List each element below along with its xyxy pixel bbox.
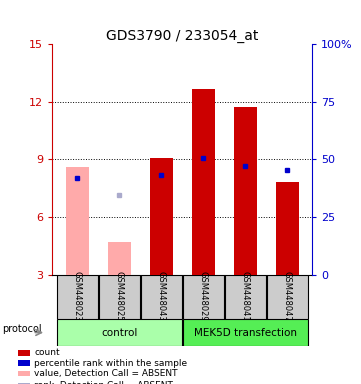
Bar (234, 106, 257, 275)
Bar (18, 382, 30, 384)
Bar (150, 158, 173, 275)
Title: GDS3790 / 233054_at: GDS3790 / 233054_at (106, 29, 258, 43)
Text: MEK5D transfection: MEK5D transfection (194, 328, 297, 338)
Bar (183, 275, 224, 319)
Bar (275, 182, 299, 275)
Text: GSM448043: GSM448043 (157, 271, 166, 322)
Bar (192, 89, 215, 275)
Bar (183, 319, 308, 346)
Text: GSM448025: GSM448025 (115, 271, 124, 322)
Text: control: control (101, 328, 138, 338)
Text: rank, Detection Call = ABSENT: rank, Detection Call = ABSENT (34, 381, 173, 384)
Text: GSM448029: GSM448029 (199, 271, 208, 322)
Bar (225, 275, 266, 319)
Bar (99, 275, 140, 319)
Bar (66, 167, 89, 275)
Bar (18, 371, 30, 376)
Bar (266, 275, 308, 319)
Bar (57, 319, 182, 346)
Bar (57, 275, 98, 319)
Text: protocol: protocol (3, 324, 42, 334)
Text: GSM448047: GSM448047 (283, 271, 292, 322)
Text: count: count (34, 349, 60, 358)
Bar (18, 350, 30, 356)
Text: GSM448023: GSM448023 (73, 271, 82, 322)
Text: value, Detection Call = ABSENT: value, Detection Call = ABSENT (34, 369, 178, 378)
Text: percentile rank within the sample: percentile rank within the sample (34, 359, 187, 367)
Bar (141, 275, 182, 319)
Text: GSM448041: GSM448041 (241, 271, 250, 322)
Bar (108, 242, 131, 275)
Bar (18, 361, 30, 366)
